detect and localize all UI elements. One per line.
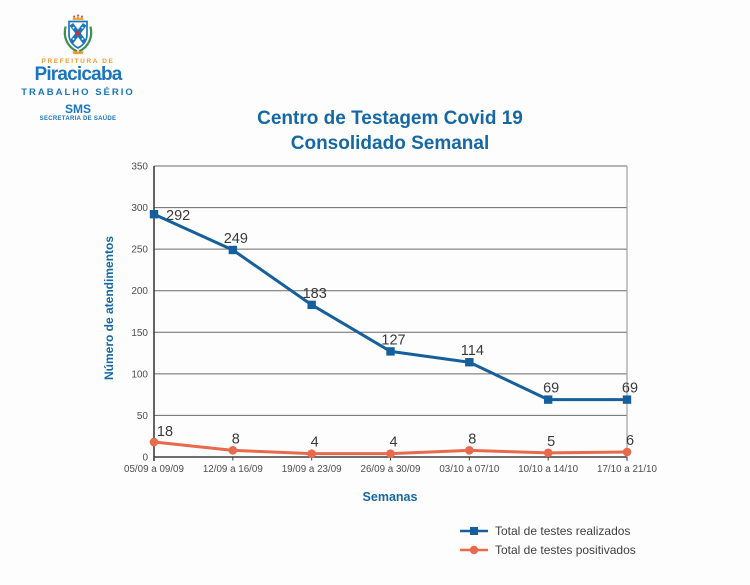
y-tick-label: 200 — [131, 286, 148, 297]
data-label: 8 — [232, 431, 240, 447]
chart-title-line1: Centro de Testagem Covid 19 — [257, 108, 523, 129]
series-marker — [622, 447, 632, 457]
chart-title-line2: Consolidado Semanal — [290, 132, 490, 154]
data-label: 183 — [303, 286, 327, 302]
series-marker — [307, 449, 316, 458]
legend-label-positivados: Total de testes positivados — [495, 542, 636, 557]
y-tick-label: 350 — [131, 162, 148, 173]
data-label: 5 — [547, 434, 555, 450]
series-marker — [386, 449, 395, 458]
series-marker — [149, 210, 159, 219]
chart-legend: Total de testes realizados Total de test… — [459, 521, 636, 559]
data-label: 114 — [461, 343, 484, 359]
logo-sms: SMS — [64, 101, 91, 116]
data-label: 4 — [311, 435, 319, 451]
y-tick-label: 150 — [131, 328, 148, 339]
y-tick-label: 100 — [131, 369, 148, 380]
data-label: 6 — [626, 433, 634, 449]
series-marker — [543, 395, 553, 404]
x-tick-label: 26/09 a 30/09 — [361, 464, 421, 475]
chart-title: Centro de Testagem Covid 19 Consolidado … — [200, 107, 580, 156]
logo-prefeitura-de: PREFEITURA DE — [41, 58, 115, 65]
x-tick-label: 03/10 a 07/10 — [439, 464, 499, 475]
y-tick-label: 250 — [131, 245, 148, 256]
y-axis-title: Número de atendimentos — [102, 235, 116, 381]
x-tick-label: 05/09 a 09/09 — [124, 464, 184, 475]
series-marker — [465, 358, 474, 367]
blue-line-square-marker-icon — [460, 526, 488, 535]
orange-line-circle-marker-icon — [460, 545, 488, 554]
series-marker — [386, 347, 395, 356]
logo-city-name: Piracicaba — [34, 64, 122, 85]
x-tick-label: 12/09 a 16/09 — [203, 464, 263, 475]
data-label: 249 — [224, 231, 248, 247]
series-marker — [543, 448, 553, 458]
wreath-right — [78, 26, 93, 53]
x-axis-title: Semanas — [362, 490, 418, 504]
data-label: 292 — [166, 208, 190, 224]
data-label: 18 — [157, 424, 173, 440]
data-label: 127 — [381, 332, 405, 348]
legend-item-realizados: Total de testes realizados — [459, 521, 636, 540]
data-label: 4 — [389, 435, 397, 451]
series-marker — [622, 395, 632, 404]
series-marker — [228, 245, 238, 255]
y-tick-label: 300 — [131, 203, 148, 214]
series-marker — [465, 446, 474, 455]
crown-shape — [72, 14, 84, 20]
data-label: 69 — [622, 381, 638, 397]
legend-item-positivados: Total de testes positivados — [459, 540, 636, 559]
series-marker — [228, 446, 238, 455]
wreath-left — [63, 26, 78, 53]
legend-label-realizados: Total de testes realizados — [495, 523, 631, 538]
series-marker — [149, 437, 159, 447]
x-tick-label: 17/10 a 21/10 — [597, 464, 657, 475]
y-tick-label: 50 — [137, 411, 149, 422]
y-tick-label: 0 — [142, 453, 148, 464]
city-crest-icon — [63, 14, 93, 55]
x-tick-label: 19/09 a 23/09 — [282, 464, 342, 475]
x-tick-label: 10/10 a 14/10 — [518, 464, 578, 475]
series-marker — [307, 300, 316, 310]
piracicaba-logo: PREFEITURA DE Piracicaba TRABALHO SÉRIO … — [17, 14, 139, 122]
logo-tagline: TRABALHO SÉRIO — [21, 86, 135, 98]
data-label: 69 — [543, 381, 559, 397]
data-label: 8 — [468, 431, 476, 447]
ribbon-shape — [72, 51, 84, 55]
logo-secretaria: SECRETARIA DE SAÚDE — [39, 115, 117, 122]
